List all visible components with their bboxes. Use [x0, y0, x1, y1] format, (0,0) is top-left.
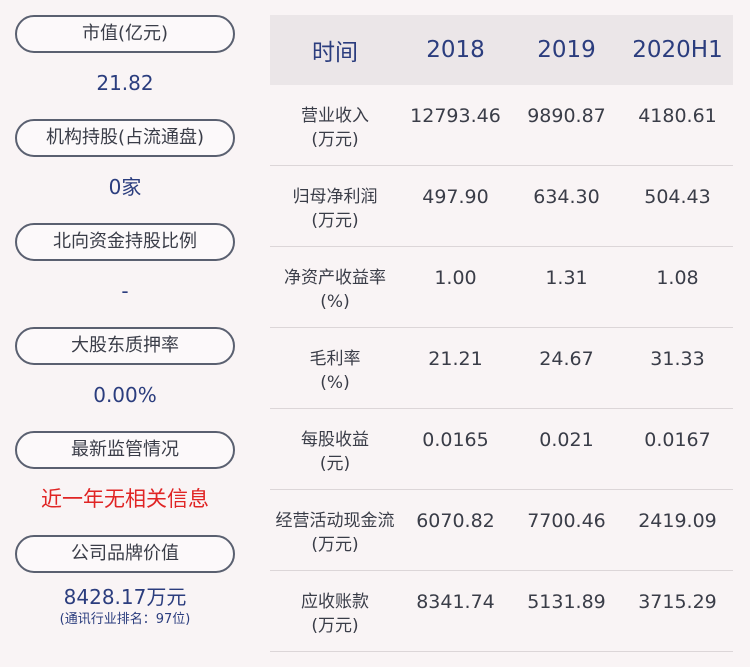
table-row: 应收账款 (万元) 8341.74 5131.89 3715.29 — [270, 571, 733, 652]
header-2019: 2019 — [537, 37, 596, 63]
metric-northbound-ratio: 北向资金持股比例 - — [15, 223, 235, 327]
metric-label: 市值(亿元) — [15, 15, 235, 53]
table-header: 时间 2018 2019 2020H1 — [270, 15, 733, 85]
metric-pledge-ratio: 大股东质押率 0.00% — [15, 327, 235, 431]
cell-value: 8341.74 — [416, 591, 495, 613]
cell-value: 504.43 — [644, 186, 711, 208]
cell-value: 7700.46 — [527, 510, 606, 532]
cell-value: 1.00 — [434, 267, 477, 289]
metric-label: 北向资金持股比例 — [15, 223, 235, 261]
cell-value: 497.90 — [422, 186, 489, 208]
metric-institutional-holdings: 机构持股(占流通盘) 0家 — [15, 119, 235, 223]
table-row: 经营活动现金流 (万元) 6070.82 7700.46 2419.09 — [270, 490, 733, 571]
metric-subvalue: (通讯行业排名：97位) — [59, 612, 191, 627]
metric-label: 大股东质押率 — [15, 327, 235, 365]
cell-value: 0.0165 — [422, 429, 489, 451]
metric-label: 最新监管情况 — [15, 431, 235, 469]
metric-value: 0家 — [108, 175, 142, 199]
row-label: 经营活动现金流 (万元) — [275, 511, 395, 555]
cell-value: 9890.87 — [527, 105, 606, 127]
row-label: 毛利率 (%) — [309, 349, 361, 393]
metric-value: 0.00% — [93, 383, 157, 407]
cell-value: 0.021 — [539, 429, 594, 451]
row-label: 净资产收益率 (%) — [284, 268, 386, 312]
metric-value-alert: 近一年无相关信息 — [41, 487, 209, 511]
row-label: 每股收益 (元) — [301, 430, 369, 474]
metric-regulatory-status: 最新监管情况 近一年无相关信息 — [15, 431, 235, 535]
cell-value: 6070.82 — [416, 510, 495, 532]
cell-value: 1.31 — [545, 267, 588, 289]
cell-value: 1.08 — [656, 267, 699, 289]
metric-value: 21.82 — [96, 71, 154, 95]
header-2018: 2018 — [426, 37, 485, 63]
row-label: 归母净利润 (万元) — [292, 187, 378, 231]
metric-value: - — [121, 279, 129, 303]
cell-value: 634.30 — [533, 186, 600, 208]
financial-table: 时间 2018 2019 2020H1 营业收入 (万元) 12793.46 98… — [270, 15, 733, 652]
left-metrics-panel: 市值(亿元) 21.82 机构持股(占流通盘) 0家 北向资金持股比例 - 大股… — [15, 15, 235, 639]
metric-label: 公司品牌价值 — [15, 535, 235, 573]
cell-value: 21.21 — [428, 348, 483, 370]
row-label: 营业收入 (万元) — [301, 106, 369, 150]
table-row: 归母净利润 (万元) 497.90 634.30 504.43 — [270, 166, 733, 247]
cell-value: 3715.29 — [638, 591, 717, 613]
table-row: 净资产收益率 (%) 1.00 1.31 1.08 — [270, 247, 733, 328]
table-row: 毛利率 (%) 21.21 24.67 31.33 — [270, 328, 733, 409]
cell-value: 24.67 — [539, 348, 594, 370]
table-row: 每股收益 (元) 0.0165 0.021 0.0167 — [270, 409, 733, 490]
cell-value: 0.0167 — [644, 429, 711, 451]
metric-market-cap: 市值(亿元) 21.82 — [15, 15, 235, 119]
metric-value: 8428.17万元 — [63, 585, 187, 609]
metric-label: 机构持股(占流通盘) — [15, 119, 235, 157]
header-2020h1: 2020H1 — [632, 37, 723, 63]
header-period: 时间 — [312, 40, 358, 66]
table-row: 营业收入 (万元) 12793.46 9890.87 4180.61 — [270, 85, 733, 166]
cell-value: 31.33 — [650, 348, 705, 370]
row-label: 应收账款 (万元) — [301, 592, 369, 636]
metric-brand-value: 公司品牌价值 8428.17万元 (通讯行业排名：97位) — [15, 535, 235, 639]
cell-value: 12793.46 — [410, 105, 501, 127]
cell-value: 2419.09 — [638, 510, 717, 532]
cell-value: 5131.89 — [527, 591, 606, 613]
cell-value: 4180.61 — [638, 105, 717, 127]
